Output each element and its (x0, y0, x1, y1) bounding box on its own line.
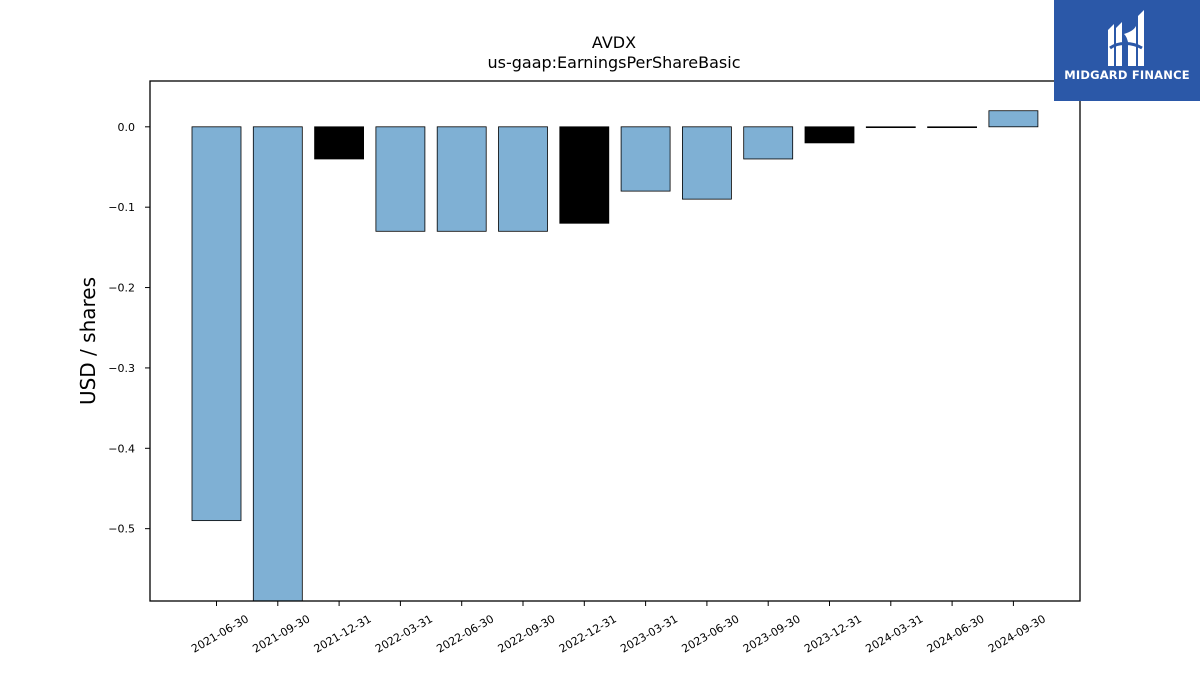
bar-2024-06-30 (927, 126, 977, 129)
bars (191, 110, 1039, 602)
y-tick-label: −0.4 (108, 442, 135, 455)
bar-2021-09-30 (252, 126, 303, 602)
y-axis-label: USD / shares (76, 277, 100, 405)
x-tick-label: 2021-09-30 (250, 612, 312, 655)
x-tick-label: 2024-06-30 (925, 612, 987, 655)
brand-logo: MIDGARD FINANCE (1054, 0, 1200, 101)
bar-2023-06-30 (682, 126, 732, 200)
x-tick-label: 2021-06-30 (189, 612, 251, 655)
bar-2022-09-30 (498, 126, 548, 232)
bar-2022-12-31 (559, 126, 610, 224)
y-tick-label: −0.3 (108, 362, 135, 375)
x-tick-label: 2022-06-30 (434, 612, 496, 655)
x-tick-label: 2024-09-30 (986, 612, 1048, 655)
y-tick-label: 0.0 (118, 121, 136, 134)
bar-2021-12-31 (314, 126, 365, 160)
x-tick-label: 2023-12-31 (802, 612, 864, 655)
plot-frame (149, 80, 1081, 602)
bar-2023-09-30 (743, 126, 794, 160)
x-tick-label: 2021-12-31 (312, 612, 374, 655)
x-tick-label: 2024-03-31 (863, 612, 925, 655)
x-tick-label: 2022-03-31 (373, 612, 435, 655)
bar-2024-09-30 (988, 110, 1039, 128)
bar-2022-03-31 (375, 126, 426, 232)
chart-subtitle: us-gaap:EarningsPerShareBasic (487, 53, 740, 72)
x-tick-label: 2022-12-31 (557, 612, 619, 655)
midgard-logo-mark-icon (1108, 10, 1144, 66)
bar-2023-03-31 (620, 126, 671, 192)
bar-2021-06-30 (191, 126, 242, 522)
x-tick-label: 2023-06-30 (680, 612, 742, 655)
y-ticks: 0.0 −0.1 −0.2 −0.3 −0.4 −0.5 (108, 121, 150, 536)
bar-2023-12-31 (804, 126, 855, 144)
x-tick-label: 2023-09-30 (741, 612, 803, 655)
bar-2022-06-30 (436, 126, 487, 232)
x-ticks: 2021-06-30 2021-09-30 2021-12-31 2022-03-31… (189, 601, 1048, 656)
x-tick-label: 2022-09-30 (496, 612, 558, 655)
y-tick-label: −0.2 (108, 282, 135, 295)
bar-2024-03-31 (865, 126, 916, 129)
x-tick-label: 2023-03-31 (618, 612, 680, 655)
y-tick-label: −0.1 (108, 201, 135, 214)
brand-name: MIDGARD FINANCE (1064, 68, 1190, 82)
chart-title: AVDX (592, 33, 636, 52)
y-tick-label: −0.5 (108, 523, 135, 536)
